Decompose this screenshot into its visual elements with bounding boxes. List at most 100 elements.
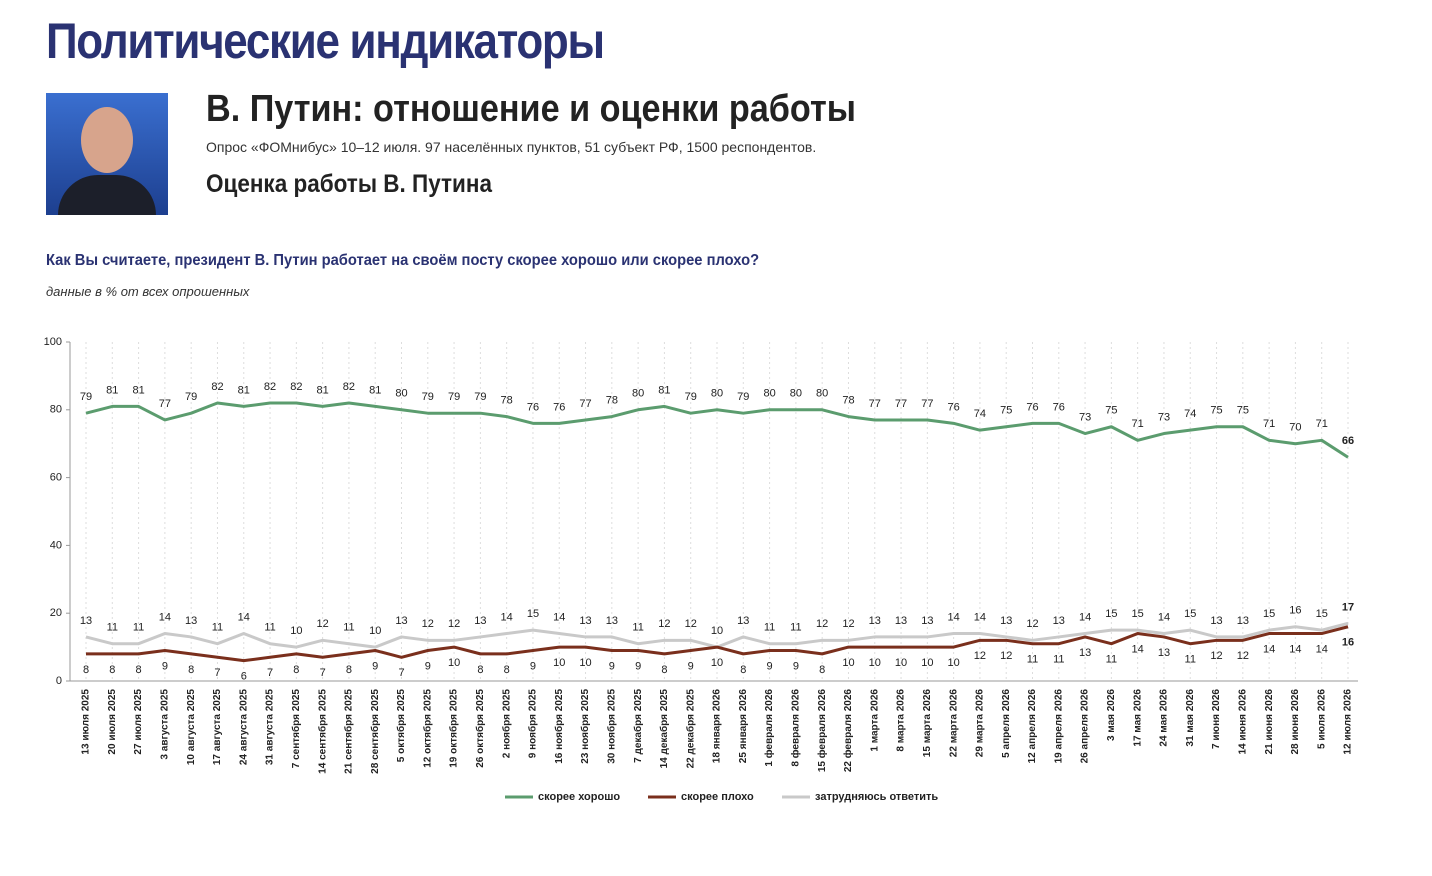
data-label: 11 (632, 622, 643, 634)
x-tick-label: 31 мая 2026 (1185, 689, 1196, 747)
data-label: 13 (895, 615, 907, 627)
data-label: 81 (369, 384, 381, 396)
x-tick-label: 7 сентября 2025 (290, 689, 302, 769)
data-label: 16 (1342, 637, 1354, 649)
data-label: 81 (317, 384, 329, 396)
data-label: 13 (1053, 615, 1065, 627)
x-tick-label: 22 марта 2026 (948, 689, 959, 758)
legend-label: затрудняюсь ответить (815, 791, 938, 803)
data-label: 75 (1105, 405, 1117, 417)
data-label: 76 (1026, 401, 1038, 413)
data-label: 8 (136, 664, 142, 676)
y-tick-label: 0 (56, 675, 62, 687)
x-tick-label: 15 февраля 2026 (816, 689, 828, 773)
data-label: 9 (793, 660, 799, 672)
data-label: 12 (1000, 650, 1012, 662)
data-label: 77 (159, 398, 171, 410)
data-label: 11 (764, 622, 775, 634)
data-label: 9 (425, 660, 431, 672)
data-label: 10 (290, 625, 302, 637)
x-tick-label: 8 февраля 2026 (790, 689, 802, 767)
data-label: 10 (948, 657, 960, 669)
x-tick-label: 20 июля 2025 (107, 689, 118, 755)
data-label: 76 (527, 401, 539, 413)
data-label: 81 (132, 384, 144, 396)
data-label: 13 (1000, 615, 1012, 627)
data-label: 8 (109, 664, 115, 676)
x-tick-label: 25 января 2026 (738, 689, 749, 764)
x-tick-label: 3 августа 2025 (160, 689, 171, 760)
data-label: 10 (921, 657, 933, 669)
data-label: 78 (842, 394, 854, 406)
data-label: 12 (422, 618, 434, 630)
data-label: 14 (1316, 643, 1328, 655)
x-tick-label: 16 ноября 2025 (553, 689, 565, 764)
x-tick-label: 24 мая 2026 (1159, 689, 1170, 747)
x-tick-label: 12 апреля 2026 (1027, 689, 1038, 764)
data-label: 75 (1000, 405, 1012, 417)
data-label: 7 (320, 667, 326, 679)
data-label: 81 (106, 384, 118, 396)
data-label: 7 (398, 667, 404, 679)
data-label: 76 (1053, 401, 1065, 413)
x-tick-label: 9 ноября 2025 (527, 689, 539, 759)
data-label: 13 (185, 615, 197, 627)
data-label: 12 (1237, 650, 1249, 662)
data-label: 81 (658, 384, 670, 396)
x-tick-label: 12 июля 2026 (1343, 689, 1354, 755)
page-title: Политические индикаторы (46, 13, 605, 69)
data-label: 74 (1184, 408, 1196, 420)
y-tick-label: 60 (50, 472, 62, 484)
x-tick-label: 7 июня 2026 (1211, 689, 1222, 749)
y-tick-label: 20 (50, 607, 62, 619)
y-tick-label: 80 (50, 404, 62, 416)
data-label: 17 (1342, 601, 1354, 613)
data-label: 14 (1132, 643, 1144, 655)
data-label: 13 (921, 615, 933, 627)
data-label: 11 (133, 622, 144, 634)
data-label: 73 (1079, 411, 1091, 423)
data-label: 14 (1158, 611, 1170, 623)
data-label: 13 (1237, 615, 1249, 627)
data-label: 66 (1342, 435, 1354, 447)
data-label: 15 (1184, 608, 1196, 620)
data-label: 10 (448, 657, 460, 669)
x-tick-label: 21 июня 2026 (1264, 689, 1275, 755)
data-label: 76 (948, 401, 960, 413)
chart-title: Оценка работы В. Путина (206, 170, 492, 198)
data-label: 9 (609, 660, 615, 672)
data-label: 80 (763, 388, 775, 400)
data-label: 9 (162, 660, 168, 672)
data-label: 8 (661, 664, 667, 676)
x-tick-label: 2 ноября 2025 (500, 689, 512, 759)
x-tick-label: 14 сентября 2025 (316, 689, 328, 774)
data-label: 13 (606, 615, 618, 627)
data-label: 82 (264, 381, 276, 393)
data-label: 12 (685, 618, 697, 630)
x-tick-label: 8 марта 2026 (896, 689, 907, 752)
data-label: 10 (579, 657, 591, 669)
data-label: 14 (159, 611, 171, 623)
data-label: 71 (1316, 418, 1328, 430)
data-label: 13 (1158, 647, 1170, 659)
x-tick-label: 17 августа 2025 (212, 689, 223, 766)
x-tick-label: 1 февраля 2026 (763, 689, 775, 767)
legend-label: скорее плохо (681, 791, 754, 803)
data-label: 13 (1079, 647, 1091, 659)
data-label: 14 (501, 611, 513, 623)
series-line (86, 625, 1349, 663)
data-label: 9 (688, 660, 694, 672)
data-label: 8 (740, 664, 746, 676)
data-label: 9 (530, 660, 536, 672)
data-label: 8 (819, 664, 825, 676)
data-label: 10 (895, 657, 907, 669)
x-tick-label: 14 июня 2026 (1237, 689, 1248, 755)
data-label: 15 (1105, 608, 1117, 620)
data-label: 11 (343, 622, 354, 634)
x-tick-label: 28 сентября 2025 (369, 689, 381, 774)
data-label: 10 (842, 657, 854, 669)
data-label: 12 (842, 618, 854, 630)
data-label: 71 (1263, 418, 1275, 430)
data-label: 13 (1210, 615, 1222, 627)
data-label: 11 (212, 622, 223, 634)
